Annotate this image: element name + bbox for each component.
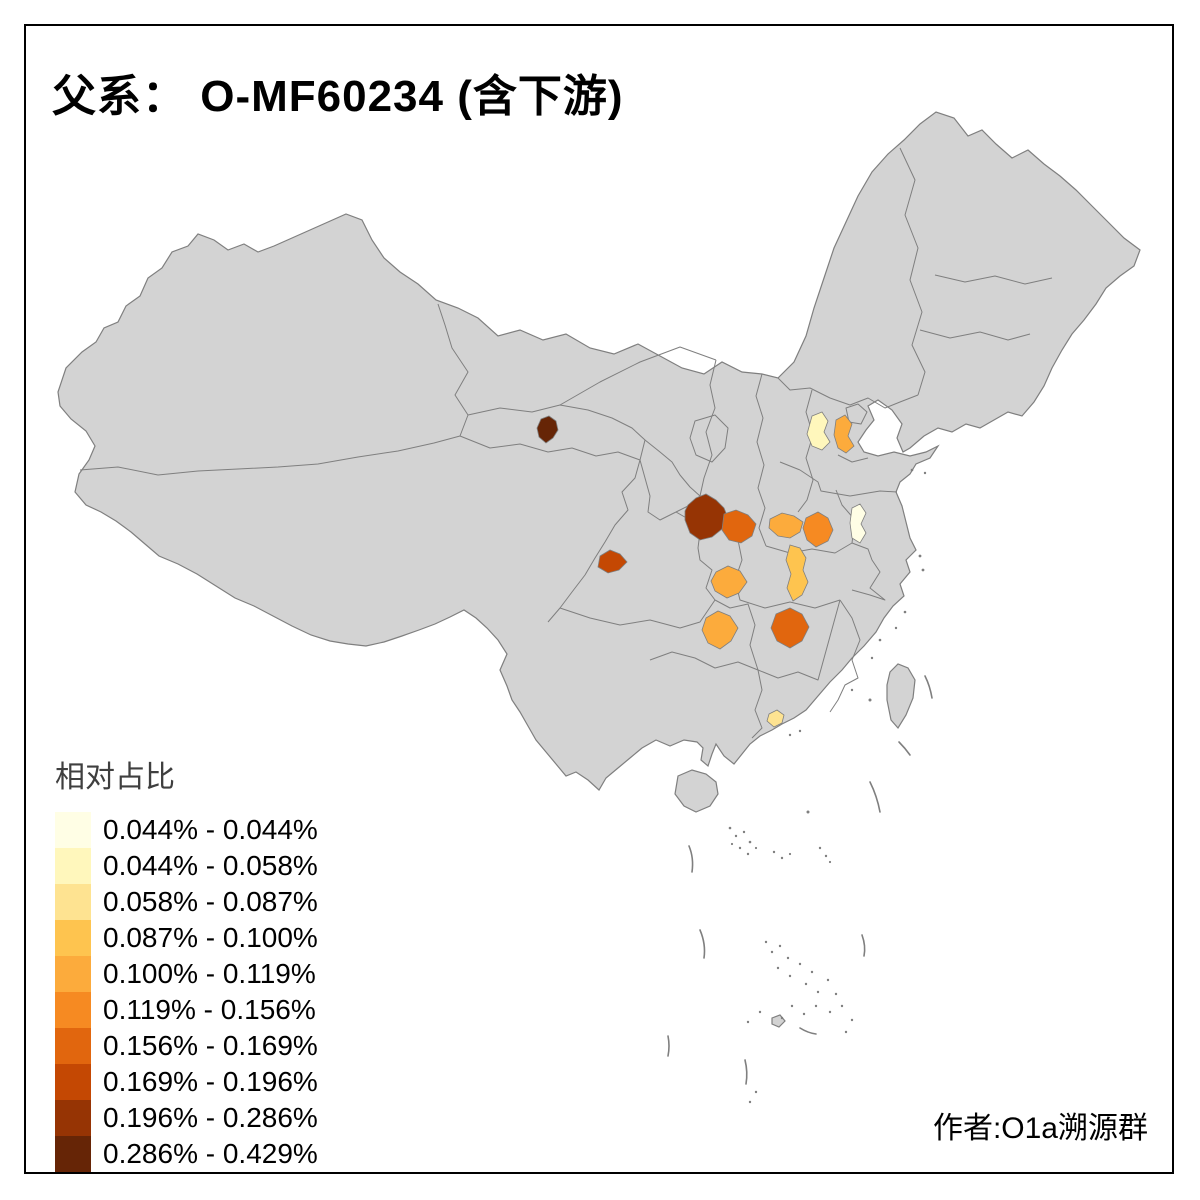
legend-row: 0.044% - 0.044% [55,812,318,848]
map-region[interactable] [806,411,831,451]
legend-row: 0.044% - 0.058% [55,848,318,884]
legend-row: 0.169% - 0.196% [55,1064,318,1100]
legend-row: 0.119% - 0.156% [55,992,318,1028]
small-island [771,1014,786,1028]
legend-label: 0.044% - 0.044% [103,814,318,845]
legend-label: 0.044% - 0.058% [103,850,318,881]
map-region[interactable] [710,565,748,599]
map-region[interactable] [785,544,809,602]
legend-row: 0.286% - 0.429% [55,1136,318,1172]
map-region[interactable] [701,610,739,650]
legend-swatch [55,920,91,956]
taiwan-island [886,663,916,730]
legend-swatch [55,992,91,1028]
map-region[interactable] [766,709,785,728]
legend-swatch [55,1028,91,1064]
map-region[interactable] [833,414,855,454]
nine-dash-line [667,675,933,1085]
hainan-island [674,769,719,813]
legend-swatch [55,884,91,920]
legend-row: 0.196% - 0.286% [55,1100,318,1136]
legend-swatch [55,1136,91,1172]
map-region[interactable] [536,415,559,444]
legend-swatch [55,812,91,848]
legend-row: 0.058% - 0.087% [55,884,318,920]
legend-label: 0.087% - 0.100% [103,922,318,953]
legend-row: 0.100% - 0.119% [55,956,318,992]
colored-regions [536,411,867,728]
legend-title: 相对占比 [55,761,175,794]
legend-swatch [55,848,91,884]
map-title: 父系： O-MF60234 (含下游) [52,72,624,121]
legend-label: 0.100% - 0.119% [103,958,316,989]
legend-label: 0.119% - 0.156% [103,994,316,1025]
map-region[interactable] [849,503,867,544]
china-mainland [57,111,1141,791]
map-region[interactable] [802,511,834,548]
map-region[interactable] [768,512,804,539]
legend-row: 0.087% - 0.100% [55,920,318,956]
province-borders [79,147,1053,739]
legend-rows: 0.044% - 0.044% 0.044% - 0.058% 0.058% - 0… [55,812,318,1172]
legend-label: 0.286% - 0.429% [103,1138,318,1169]
legend-label: 0.169% - 0.196% [103,1066,318,1097]
map-region[interactable] [721,509,757,544]
legend-swatch [55,1100,91,1136]
map-region[interactable] [597,549,628,574]
legend-label: 0.156% - 0.169% [103,1030,318,1061]
legend: 相对占比 0.044% - 0.044% 0.044% - 0.058% 0.058… [55,752,318,1172]
legend-swatch [55,956,91,992]
author-credit: 作者:O1a溯源群 [932,1112,1148,1145]
legend-swatch [55,1064,91,1100]
map-region[interactable] [770,607,810,649]
legend-row: 0.156% - 0.169% [55,1028,318,1064]
legend-label: 0.058% - 0.087% [103,886,318,917]
legend-label: 0.196% - 0.286% [103,1102,318,1133]
islet-dots [728,468,927,1104]
